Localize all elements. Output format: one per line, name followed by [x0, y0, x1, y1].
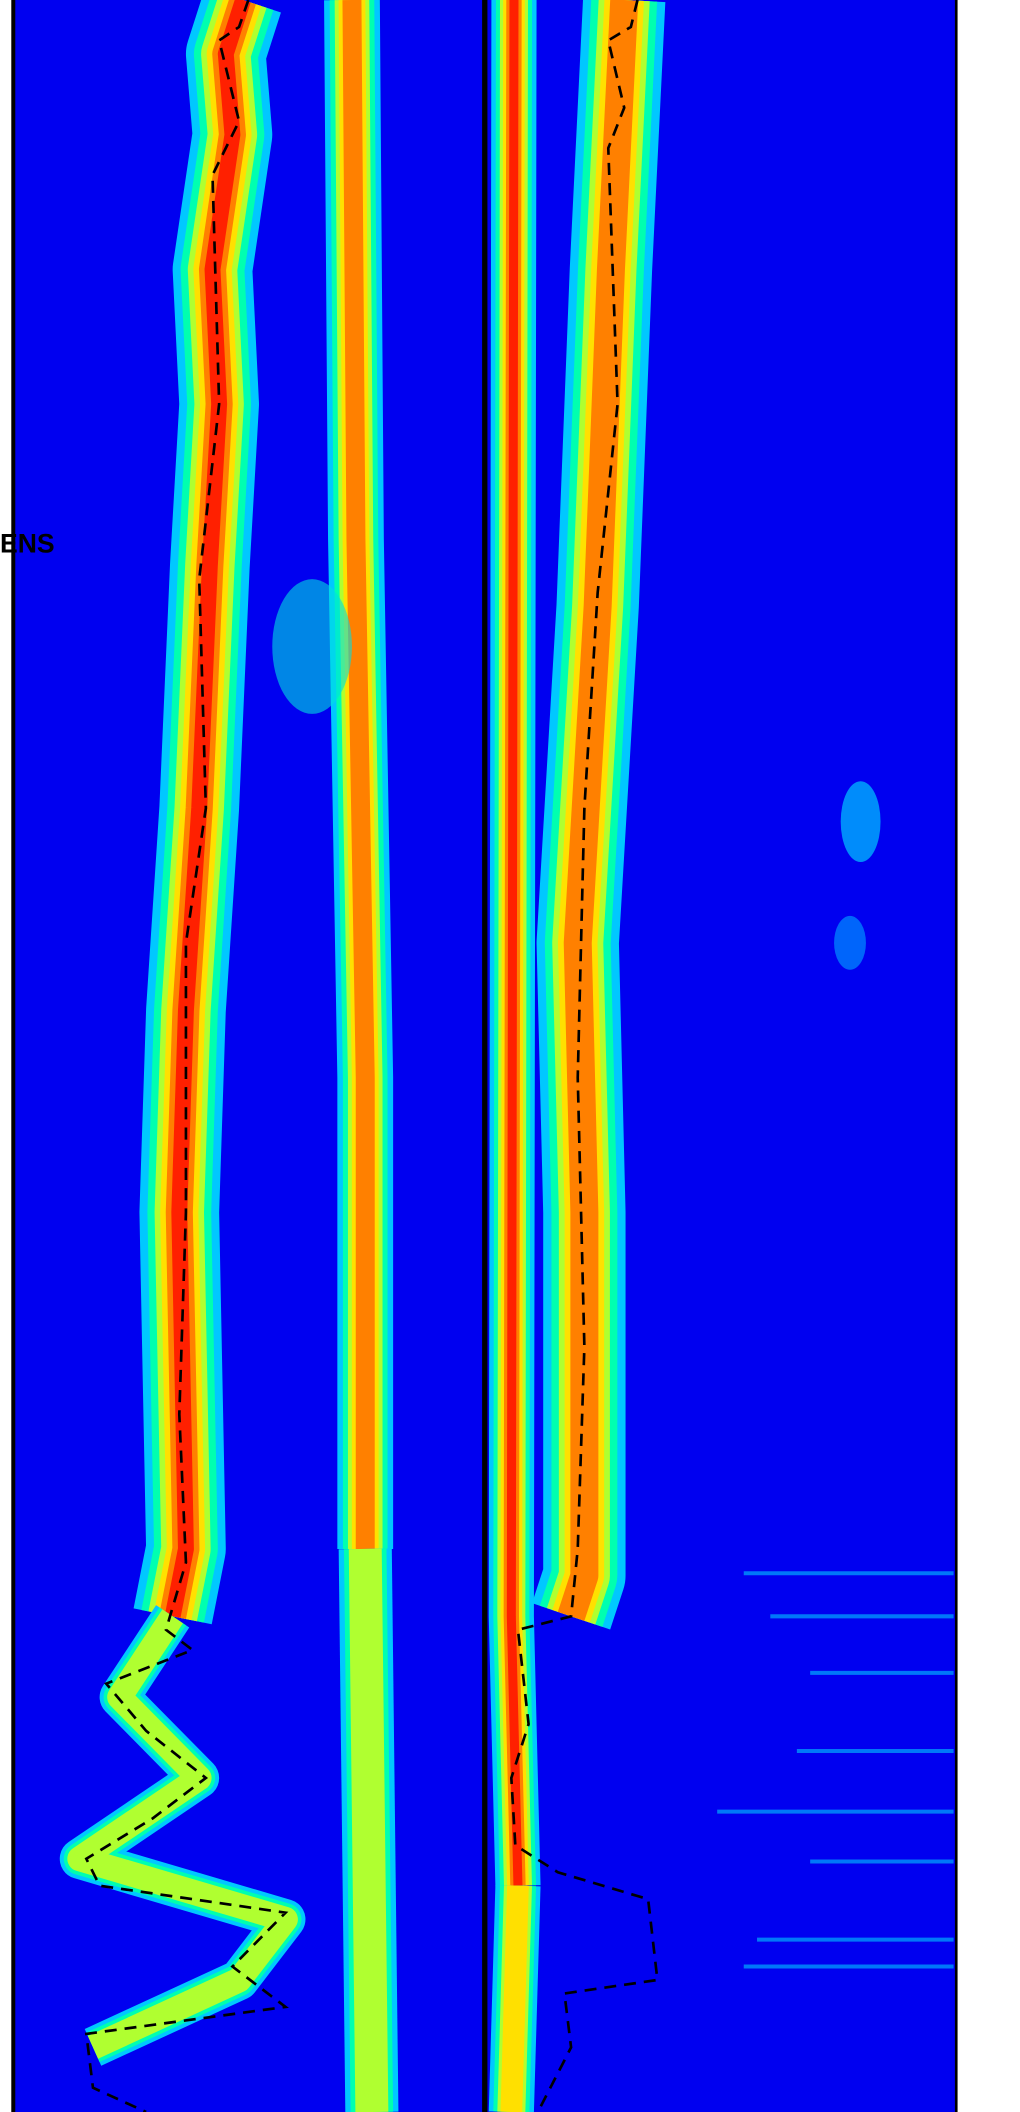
band — [557, 0, 639, 1621]
band — [342, 0, 375, 1549]
band — [506, 0, 523, 1886]
band — [164, 0, 251, 1618]
bands — [59, 0, 954, 2112]
pick-line — [84, 0, 289, 2112]
band — [67, 1609, 298, 2059]
pick-line — [509, 0, 659, 2112]
band — [348, 1548, 389, 2112]
track-label: ENS — [0, 528, 55, 558]
picks — [84, 0, 659, 2112]
blob — [834, 915, 866, 970]
band — [500, 1885, 529, 2112]
blob — [840, 781, 881, 863]
blob — [272, 579, 352, 714]
